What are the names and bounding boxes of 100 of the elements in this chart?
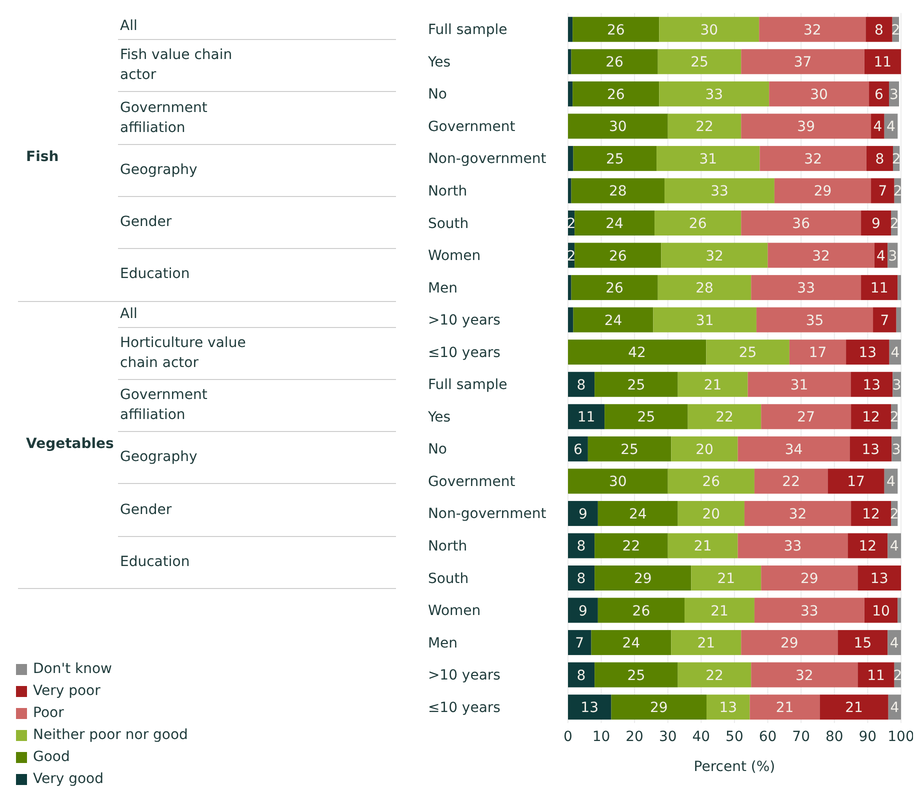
bar [573, 307, 654, 332]
bar [594, 372, 678, 397]
data-label: 29 [780, 636, 798, 652]
x-tick-label: 40 [692, 728, 710, 745]
bar [789, 340, 846, 365]
bar [741, 630, 838, 656]
y-tick-label: No [428, 86, 447, 103]
y-tick-label: >10 years [428, 668, 500, 684]
bar [574, 242, 662, 268]
y-tick-label: ≤10 years [428, 700, 500, 716]
data-label: 8 [576, 377, 586, 394]
data-label: 25 [627, 377, 646, 394]
bar [760, 146, 866, 171]
bar [871, 178, 894, 204]
data-label: 29 [814, 184, 832, 200]
data-label: 21 [710, 603, 728, 620]
y-tick-label: Non-government [428, 151, 547, 168]
data-label: 25 [690, 54, 708, 71]
data-label: 21 [717, 571, 736, 588]
data-label: 4 [890, 538, 899, 555]
text: Gender [120, 213, 173, 232]
data-label: 6 [874, 86, 884, 103]
data-label: 31 [699, 151, 718, 168]
data-label: 11 [870, 280, 888, 297]
data-label: 13 [719, 700, 738, 716]
y-tick-label: Government [428, 118, 516, 135]
data-label: 2 [893, 668, 902, 684]
bar [838, 630, 888, 656]
data-label: 22 [622, 538, 640, 555]
y-tick-label: North [428, 184, 468, 200]
bar [761, 566, 858, 591]
bar [604, 404, 688, 430]
bar [573, 146, 657, 171]
y-tick-label: Yes [426, 409, 451, 426]
bar [656, 146, 760, 171]
data-label: 9 [578, 603, 588, 620]
data-label: 9 [578, 506, 588, 522]
bar [828, 468, 884, 494]
bar [858, 566, 901, 591]
bar [873, 307, 896, 332]
data-label: 28 [608, 184, 627, 200]
bar [572, 81, 660, 106]
data-label: 11 [874, 54, 892, 71]
y-tick-label: Men [428, 635, 458, 652]
data-label: 33 [705, 86, 724, 103]
bar [664, 178, 774, 204]
y-tick-label: Full sample [428, 22, 508, 38]
bar [659, 81, 770, 106]
data-label: 8 [875, 151, 884, 168]
data-label: 29 [800, 571, 818, 588]
data-label: 4 [873, 119, 882, 136]
bar [661, 242, 768, 268]
bar [861, 275, 898, 300]
data-label: 6 [573, 442, 582, 458]
bar [678, 500, 744, 526]
bar [754, 598, 864, 623]
data-label: 32 [804, 151, 822, 168]
data-label: 4 [890, 700, 900, 716]
text: All [120, 17, 138, 36]
bar [741, 210, 862, 236]
bar [751, 275, 862, 300]
bar [864, 598, 898, 623]
data-label: 30 [608, 474, 627, 490]
data-label: 30 [810, 86, 828, 103]
bar [754, 468, 828, 494]
data-label: 30 [608, 119, 627, 136]
bar [671, 630, 742, 656]
data-label: 28 [696, 280, 714, 297]
bar [568, 49, 572, 74]
bar [820, 694, 888, 720]
data-label: 7 [878, 184, 888, 200]
data-label: 8 [576, 668, 586, 684]
y-tick-label: Non-government [428, 506, 547, 522]
x-tick-label: 60 [758, 728, 777, 745]
text: Vegetables [26, 435, 115, 454]
data-label: 36 [792, 216, 810, 232]
text: Fish [26, 148, 60, 167]
data-label: 3 [892, 377, 902, 394]
bar [568, 114, 668, 139]
data-label: 8 [874, 22, 884, 38]
data-label: 22 [706, 668, 724, 684]
data-label: 29 [650, 700, 668, 716]
data-label: 21 [776, 700, 794, 716]
data-label: 35 [806, 312, 824, 329]
bar [850, 436, 892, 462]
x-tick-label: 70 [792, 728, 810, 745]
bar [568, 307, 574, 332]
bar [571, 178, 665, 204]
legend-label: Poor [33, 705, 64, 721]
bar [896, 307, 901, 332]
text: Fish value chain actor [120, 46, 234, 86]
bar [738, 533, 848, 558]
data-label: 4 [890, 636, 899, 652]
data-label: 22 [716, 410, 734, 426]
bar [759, 16, 866, 42]
data-label: 8 [576, 571, 586, 588]
bar [591, 630, 672, 656]
y-tick-label: Men [428, 280, 458, 296]
bar [571, 275, 658, 300]
data-label: 13 [858, 345, 877, 362]
